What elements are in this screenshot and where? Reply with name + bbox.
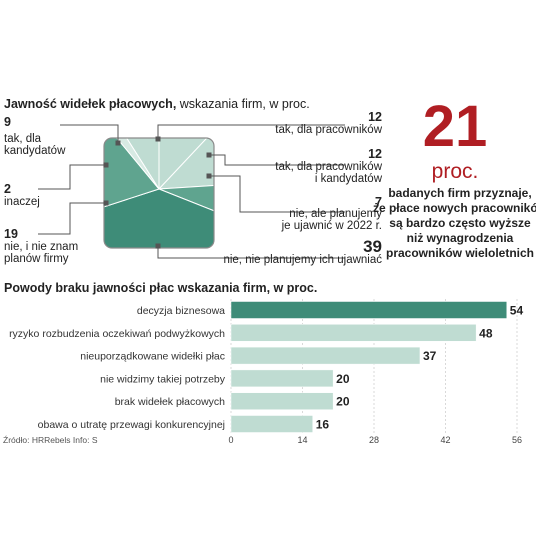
pie-category-label: inaczej: [4, 196, 40, 208]
bar-tick-label: 28: [369, 435, 379, 445]
bar-tick-label: 0: [228, 435, 233, 445]
pie-category-label: nie, ale planujemy: [289, 208, 382, 220]
pie-section-title: Jawność widełek płacowych, wskazania fir…: [4, 97, 310, 111]
bar: [230, 346, 421, 365]
pie-slice: [104, 138, 160, 191]
bar-value-label: 20: [336, 372, 350, 386]
pie-leader-line: [157, 124, 345, 139]
bar-value-label: 54: [510, 304, 524, 318]
pie-leader-line: [38, 164, 106, 190]
bar-category-label: obawa o utratę przewagi konkurencyjnej: [38, 419, 225, 431]
pie-category-label: tak, dla: [4, 133, 42, 145]
pie-category-label: je ujawnić w 2022 r.: [281, 220, 382, 232]
pie-slice: [157, 138, 214, 190]
hero-unit: proc.: [432, 160, 479, 183]
bar-tick-label: 14: [297, 435, 307, 445]
hero-line: badanych firm przyznaje,: [388, 186, 531, 200]
bar: [230, 301, 508, 319]
pie-leader-line: [209, 154, 345, 166]
pie-leader-line: [38, 202, 106, 235]
bar-value-label: 20: [336, 395, 350, 409]
pie-value-label: 19: [4, 227, 18, 241]
pie-value-label: 7: [375, 195, 382, 209]
bar-axis-ticks: 0 14 28 42 56: [228, 435, 522, 445]
hero-line: są bardzo często wyższe: [389, 216, 531, 230]
pie-leader-line: [60, 124, 119, 143]
pie-category-label: planów firmy: [4, 253, 69, 265]
bar-category-label: ryzyko rozbudzenia oczekiwań podwyżkowyc…: [9, 328, 225, 340]
pie-value-label: 12: [368, 110, 382, 124]
pie-category-label: tak, dla pracowników: [275, 161, 382, 173]
bar-category-label: nie widzimy takiej potrzeby: [100, 373, 226, 385]
hero-line: niż wynagrodzenia: [407, 231, 514, 245]
bar-value-label: 37: [423, 349, 437, 363]
bar-value-label: 16: [316, 418, 330, 432]
pie-category-label: nie, nie planujemy ich ujawniać: [223, 254, 382, 266]
hero-line: że płace nowych pracowników: [373, 201, 536, 215]
pie-category-label: tak, dla pracowników: [275, 124, 382, 136]
pie-slice: [158, 180, 214, 234]
bar-chart: decyzja biznesowa 54 ryzyko rozbudzenia oc…: [9, 301, 524, 433]
pie-category-label: nie, i nie znam: [4, 241, 78, 253]
bar-category-label: brak widełek płacowych: [115, 396, 225, 408]
hero-description: badanych firm przyznaje,że płace nowych …: [373, 186, 536, 260]
bar-tick-label: 56: [512, 435, 522, 445]
pie-category-label: kandydatów: [4, 145, 66, 157]
pie-value-label: 9: [4, 115, 11, 129]
bar-tick-label: 42: [440, 435, 450, 445]
bar-gridlines: [230, 299, 518, 433]
pie-leader-lines: [38, 124, 345, 259]
pie-value-label: 2: [4, 182, 11, 196]
bar: [230, 369, 334, 388]
bar-value-label: 48: [479, 326, 493, 340]
hero-number: 21: [423, 94, 488, 159]
pie-value-label: 39: [363, 237, 382, 256]
source-note: Źródło: HRRebels Info: S: [3, 435, 98, 445]
bar: [230, 324, 477, 342]
pie-slice: [104, 138, 160, 227]
bar-section-title: Powody braku jawności płac wskazania fir…: [4, 281, 317, 295]
pie-value-label: 12: [368, 147, 382, 161]
bar-category-label: decyzja biznesowa: [137, 305, 225, 317]
pie-leader-line: [209, 175, 345, 213]
pie-leader-line: [157, 246, 345, 259]
bar: [230, 392, 334, 410]
hero-line: pracowników wieloletnich: [386, 246, 534, 260]
pie-slice: [158, 138, 214, 191]
pie-category-label: i kandydatów: [315, 173, 383, 185]
bar-category-label: nieuporządkowane widełki płac: [80, 351, 225, 363]
bar: [230, 415, 313, 433]
